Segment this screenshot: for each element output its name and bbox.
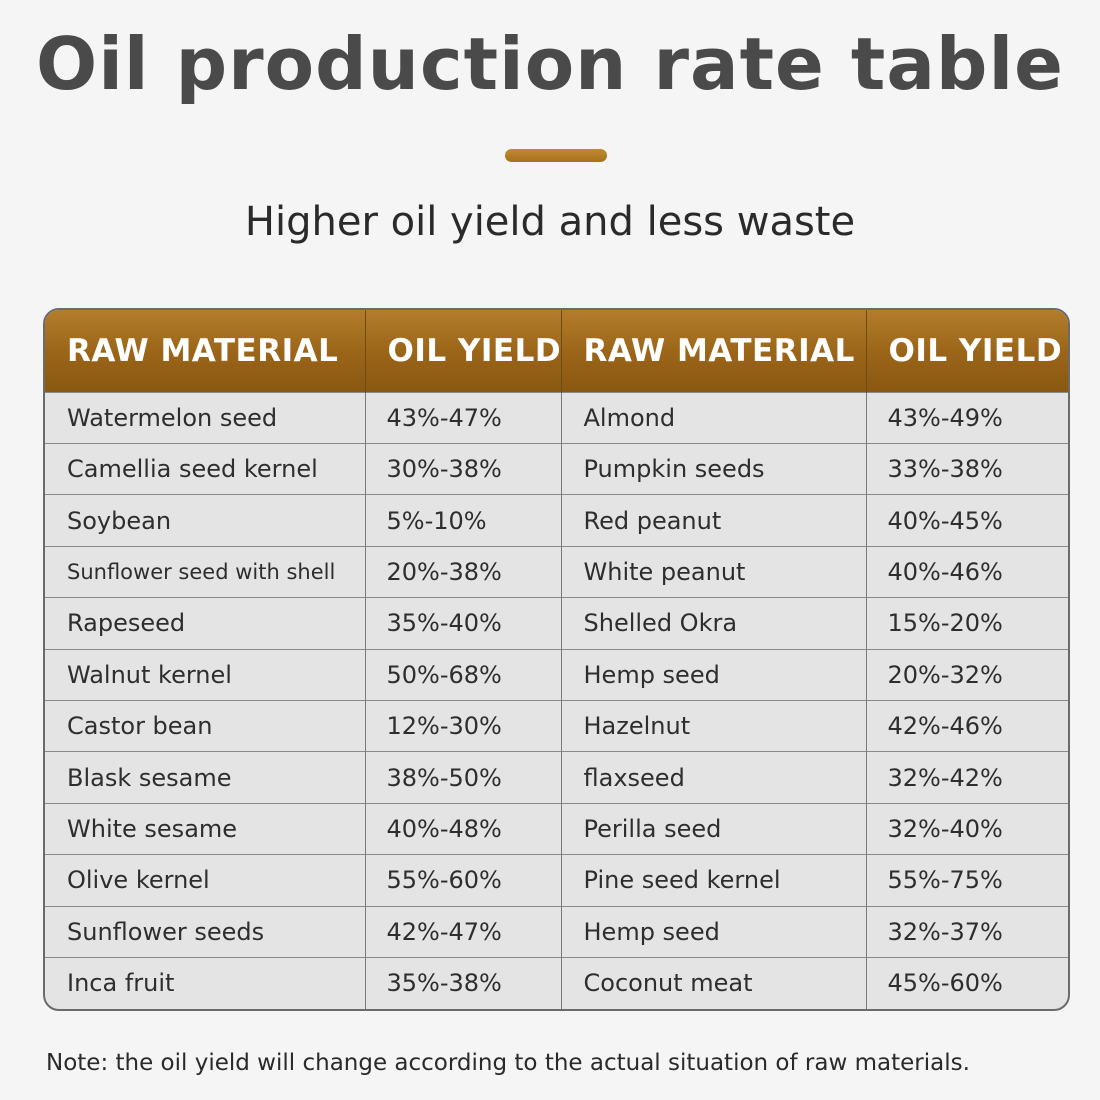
material-cell: Hemp seed bbox=[561, 648, 867, 701]
table-row: Sunflower seeds 42%-47% Hemp seed 32%-37… bbox=[45, 905, 1068, 958]
oil-yield-table: RAW MATERIAL OIL YIELD RAW MATERIAL OIL … bbox=[43, 308, 1070, 1011]
table-row: Rapeseed 35%-40% Shelled Okra 15%-20% bbox=[45, 597, 1068, 650]
yield-cell: 15%-20% bbox=[866, 597, 1068, 650]
material-cell: flaxseed bbox=[561, 751, 867, 804]
material-cell: Soybean bbox=[45, 494, 366, 547]
yield-cell: 35%-38% bbox=[365, 956, 562, 1009]
yield-cell: 42%-47% bbox=[365, 905, 562, 958]
table-row: Camellia seed kernel 30%-38% Pumpkin see… bbox=[45, 442, 1068, 495]
table-row: Blask sesame 38%-50% flaxseed 32%-42% bbox=[45, 751, 1068, 804]
material-cell: Hazelnut bbox=[561, 699, 867, 752]
material-cell: Walnut kernel bbox=[45, 648, 366, 701]
material-cell: Pine seed kernel bbox=[561, 854, 867, 907]
material-cell: Shelled Okra bbox=[561, 597, 867, 650]
table-row: Soybean 5%-10% Red peanut 40%-45% bbox=[45, 494, 1068, 547]
yield-cell: 32%-42% bbox=[866, 751, 1068, 804]
oil-yield-table-grid: RAW MATERIAL OIL YIELD RAW MATERIAL OIL … bbox=[45, 310, 1068, 1009]
footnote: Note: the oil yield will change accordin… bbox=[46, 1050, 970, 1076]
yield-cell: 43%-49% bbox=[866, 391, 1068, 444]
material-cell: Perilla seed bbox=[561, 802, 867, 855]
header-oil-yield-right: OIL YIELD bbox=[866, 310, 1068, 392]
table-row: Watermelon seed 43%-47% Almond 43%-49% bbox=[45, 391, 1068, 444]
material-cell: Hemp seed bbox=[561, 905, 867, 958]
title-accent-bar bbox=[505, 149, 607, 162]
yield-cell: 32%-40% bbox=[866, 802, 1068, 855]
yield-cell: 5%-10% bbox=[365, 494, 562, 547]
yield-cell: 38%-50% bbox=[365, 751, 562, 804]
yield-cell: 50%-68% bbox=[365, 648, 562, 701]
material-cell: White peanut bbox=[561, 545, 867, 598]
yield-cell: 43%-47% bbox=[365, 391, 562, 444]
material-cell: Olive kernel bbox=[45, 854, 366, 907]
table-row: Olive kernel 55%-60% Pine seed kernel 55… bbox=[45, 854, 1068, 907]
material-cell: Pumpkin seeds bbox=[561, 442, 867, 495]
yield-cell: 55%-60% bbox=[365, 854, 562, 907]
yield-cell: 20%-32% bbox=[866, 648, 1068, 701]
yield-cell: 30%-38% bbox=[365, 442, 562, 495]
page-subtitle: Higher oil yield and less waste bbox=[244, 199, 856, 245]
material-cell: Inca fruit bbox=[45, 956, 366, 1009]
yield-cell: 32%-37% bbox=[866, 905, 1068, 958]
table-row: Inca fruit 35%-38% Coconut meat 45%-60% bbox=[45, 956, 1068, 1009]
yield-cell: 55%-75% bbox=[866, 854, 1068, 907]
yield-cell: 40%-48% bbox=[365, 802, 562, 855]
yield-cell: 12%-30% bbox=[365, 699, 562, 752]
yield-cell: 42%-46% bbox=[866, 699, 1068, 752]
table-row: White sesame 40%-48% Perilla seed 32%-40… bbox=[45, 802, 1068, 855]
table-row: Sunflower seed with shell 20%-38% White … bbox=[45, 545, 1068, 598]
table-row: Walnut kernel 50%-68% Hemp seed 20%-32% bbox=[45, 648, 1068, 701]
header-raw-material-right: RAW MATERIAL bbox=[561, 310, 867, 392]
material-cell: Rapeseed bbox=[45, 597, 366, 650]
yield-cell: 35%-40% bbox=[365, 597, 562, 650]
header-oil-yield-left: OIL YIELD bbox=[365, 310, 562, 392]
material-cell: Castor bean bbox=[45, 699, 366, 752]
table-header-row: RAW MATERIAL OIL YIELD RAW MATERIAL OIL … bbox=[45, 310, 1068, 392]
page-title: Oil production rate table bbox=[36, 22, 1064, 106]
yield-cell: 33%-38% bbox=[866, 442, 1068, 495]
yield-cell: 20%-38% bbox=[365, 545, 562, 598]
yield-cell: 40%-46% bbox=[866, 545, 1068, 598]
material-cell: Sunflower seed with shell bbox=[45, 545, 366, 598]
material-cell: Blask sesame bbox=[45, 751, 366, 804]
material-cell: Red peanut bbox=[561, 494, 867, 547]
header-raw-material-left: RAW MATERIAL bbox=[45, 310, 366, 392]
material-cell: Watermelon seed bbox=[45, 391, 366, 444]
material-cell: White sesame bbox=[45, 802, 366, 855]
material-cell: Sunflower seeds bbox=[45, 905, 366, 958]
yield-cell: 40%-45% bbox=[866, 494, 1068, 547]
table-row: Castor bean 12%-30% Hazelnut 42%-46% bbox=[45, 699, 1068, 752]
material-cell: Camellia seed kernel bbox=[45, 442, 366, 495]
material-cell: Almond bbox=[561, 391, 867, 444]
material-cell: Coconut meat bbox=[561, 956, 867, 1009]
yield-cell: 45%-60% bbox=[866, 956, 1068, 1009]
